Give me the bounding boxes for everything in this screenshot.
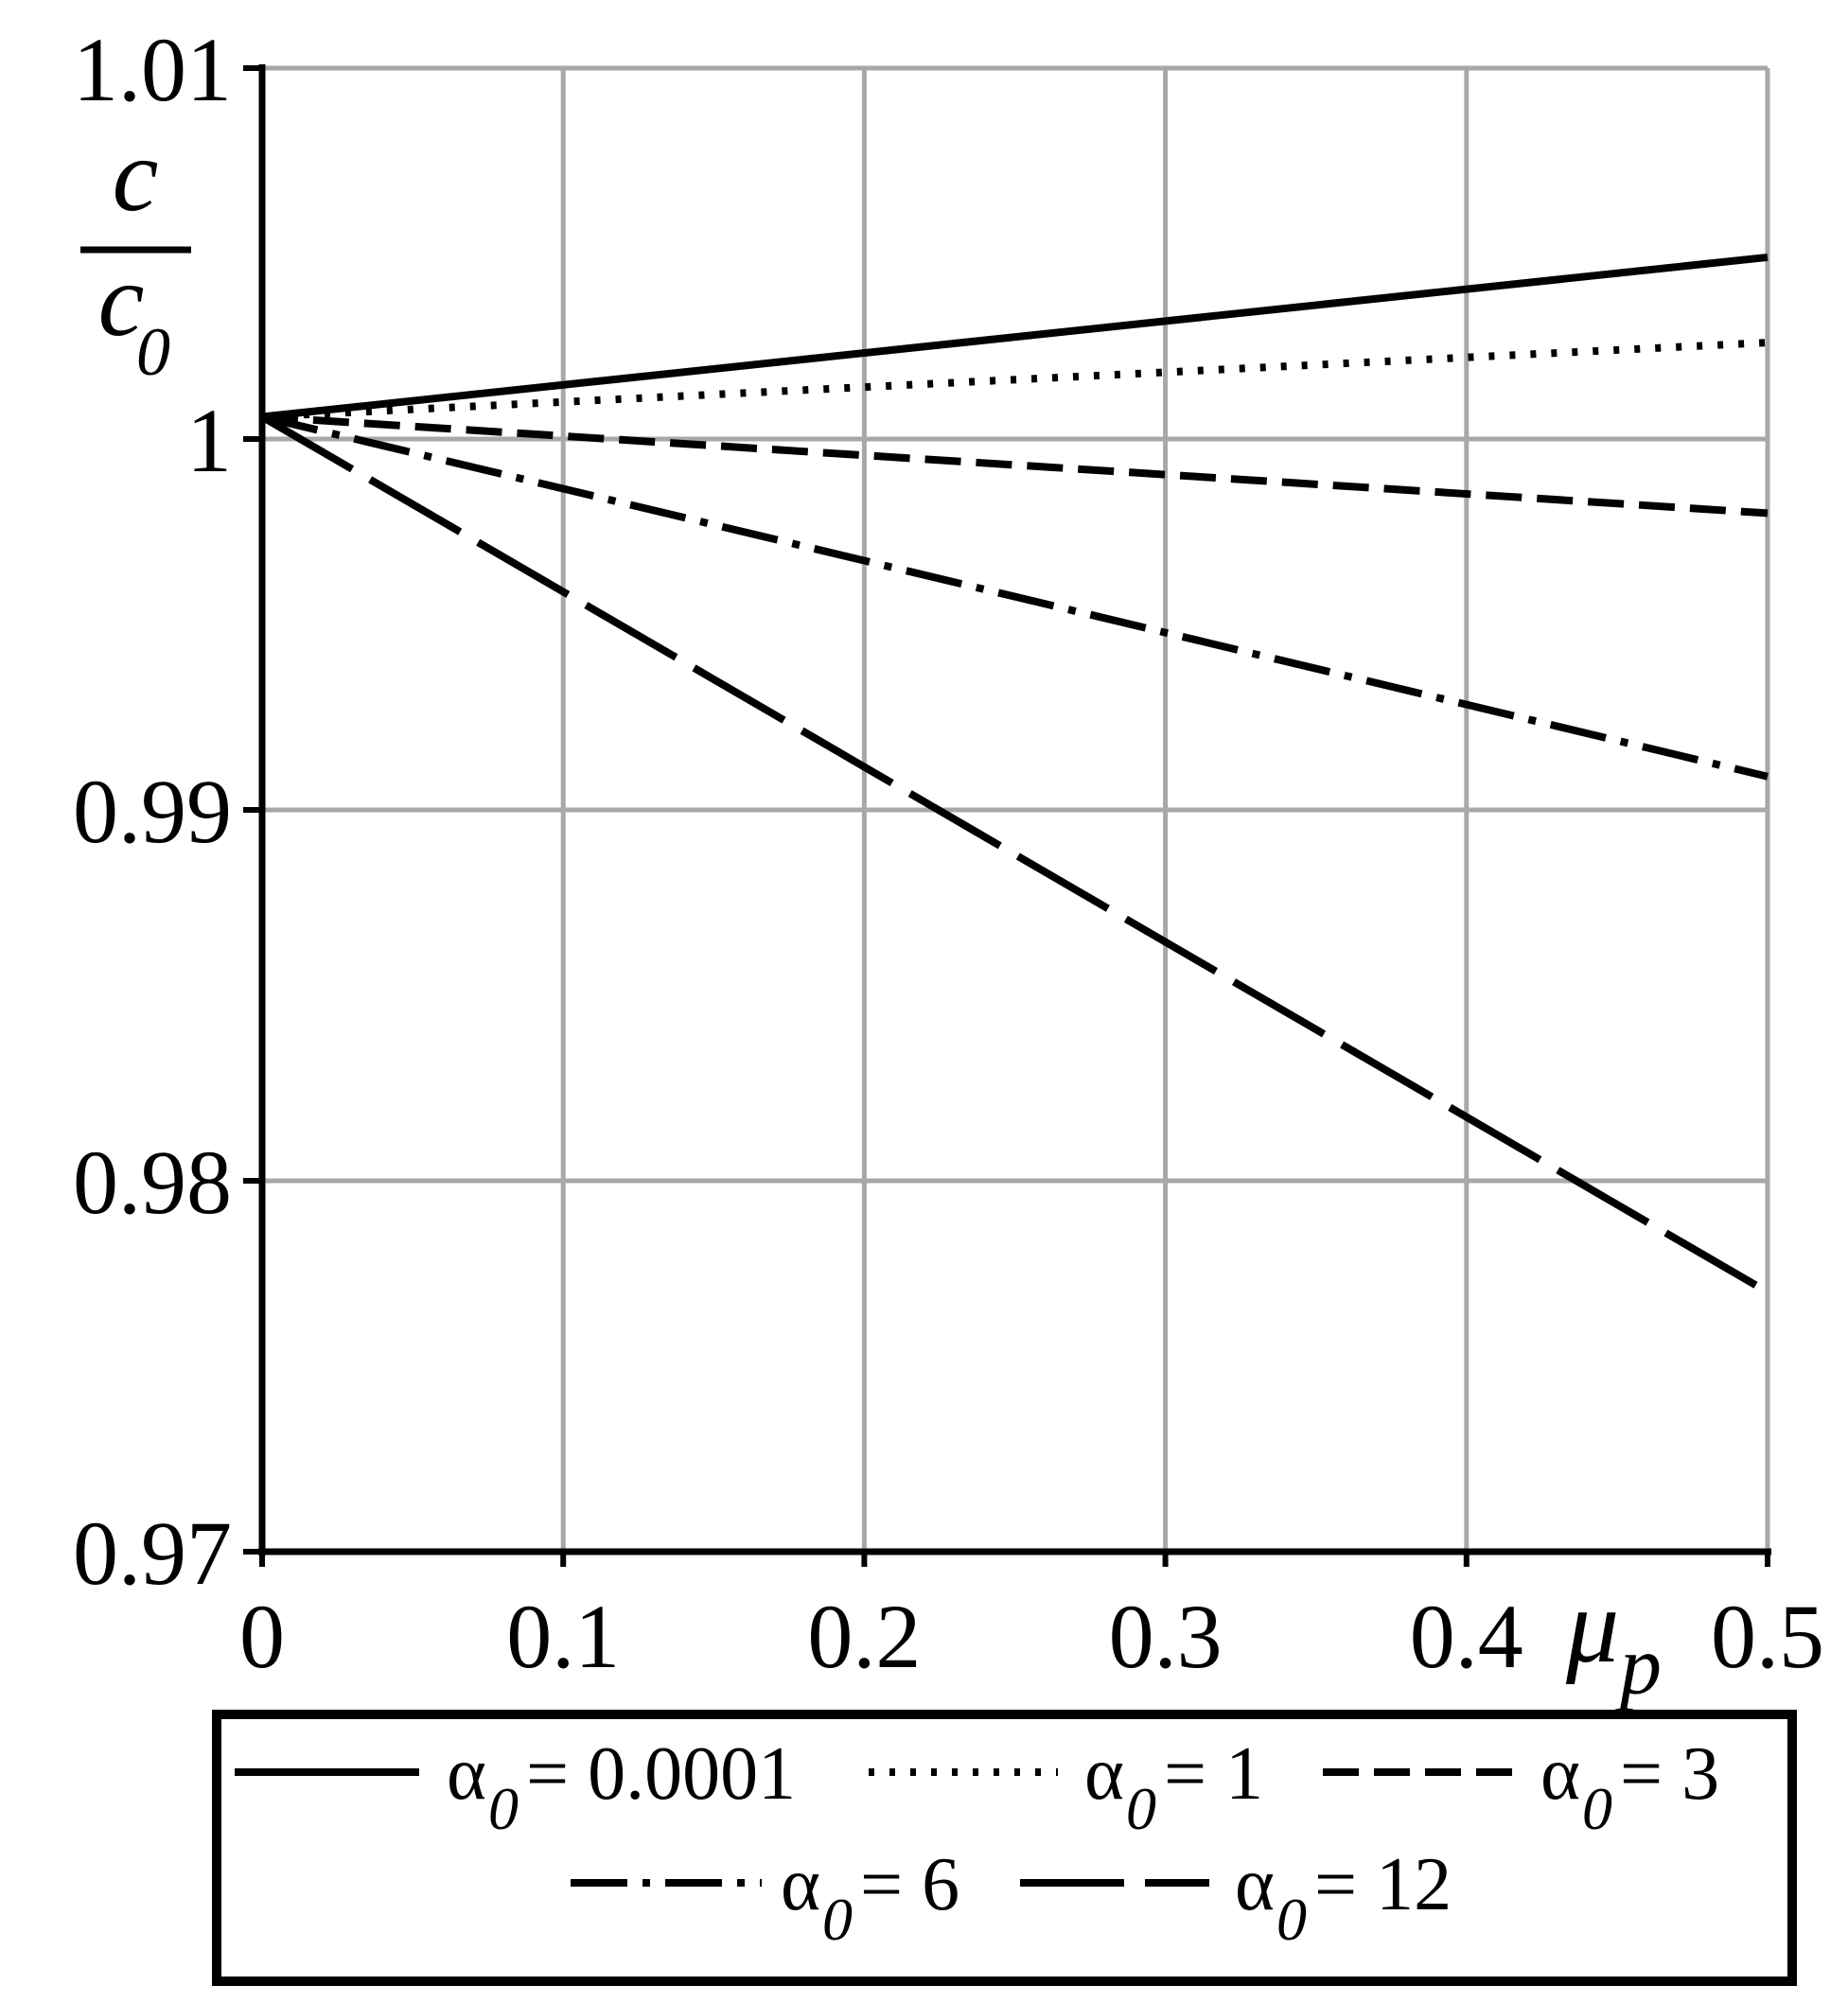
- y-label-denominator: c: [98, 242, 145, 358]
- legend-sub: 0: [1126, 1775, 1156, 1842]
- legend-value: = 1: [1164, 1732, 1263, 1816]
- x-label-symbol: μ: [1565, 1568, 1619, 1685]
- series-line-solid: [261, 253, 1769, 421]
- legend-sub: 0: [1582, 1775, 1612, 1842]
- x-tick-label: 0.3: [1109, 1586, 1223, 1687]
- legend-sub: 0: [488, 1775, 519, 1842]
- legend-symbol: α: [1540, 1732, 1580, 1816]
- y-tick-label: 0.97: [73, 1502, 232, 1604]
- x-tick-label: 0.2: [807, 1586, 921, 1687]
- x-tick-label: 0: [239, 1586, 285, 1687]
- x-axis-label: μ p: [1565, 1568, 1662, 1713]
- series-line-dotted: [261, 339, 1769, 421]
- y-tick-label: 1: [186, 390, 232, 491]
- x-label-sub: p: [1614, 1621, 1662, 1713]
- y-tick-label: 1.01: [73, 19, 232, 120]
- legend-symbol: α: [447, 1732, 486, 1816]
- x-tick-label: 0.5: [1711, 1586, 1824, 1687]
- series-line-dashed: [261, 413, 1769, 518]
- ticks: 0 0.1 0.2 0.3 0.4 0.5 0.97 0.98 0.99 1 1.01: [73, 19, 1824, 1687]
- y-axis-label: c c 0: [80, 117, 191, 390]
- legend-symbol: α: [781, 1843, 820, 1926]
- legend-value: = 6: [860, 1843, 959, 1926]
- series-lines: [259, 253, 1770, 1296]
- y-label-denominator-sub: 0: [136, 314, 170, 390]
- y-tick-label: 0.99: [73, 761, 232, 862]
- y-label-numerator: c: [113, 117, 159, 233]
- series-line-longdash: [259, 413, 1770, 1296]
- legend-value: = 12: [1314, 1843, 1452, 1926]
- legend-symbol: α: [1235, 1843, 1275, 1926]
- legend-sub: 0: [822, 1886, 853, 1953]
- x-tick-label: 0.1: [506, 1586, 620, 1687]
- y-tick-label: 0.98: [73, 1132, 232, 1233]
- legend-symbol: α: [1084, 1732, 1124, 1816]
- legend-box: [212, 1710, 1797, 1986]
- legend-sub: 0: [1276, 1886, 1307, 1953]
- legend-value: = 0.0001: [526, 1732, 796, 1816]
- series-line-dashdot: [261, 413, 1769, 781]
- legend-value: = 3: [1620, 1732, 1719, 1816]
- x-tick-label: 0.4: [1410, 1586, 1523, 1687]
- grid: [262, 65, 1770, 1552]
